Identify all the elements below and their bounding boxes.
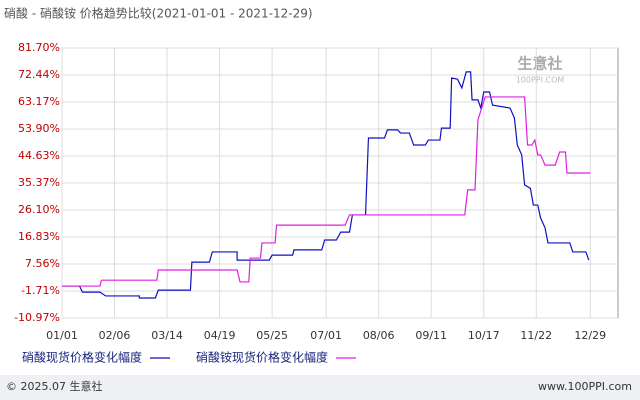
x-tick-label: 10/17 [468, 329, 500, 342]
chart-title: 硝酸 - 硝酸铵 价格趋势比较(2021-01-01 - 2021-12-29) [4, 6, 313, 21]
y-tick-label: -10.97% [14, 311, 60, 324]
x-tick-label: 05/25 [256, 329, 288, 342]
x-tick-label: 08/06 [363, 329, 395, 342]
y-tick-label: 44.63% [18, 149, 60, 162]
x-tick-label: 07/01 [310, 329, 342, 342]
y-tick-label: 16.83% [18, 230, 60, 243]
series-line [62, 96, 591, 287]
x-tick-label: 01/01 [46, 329, 78, 342]
legend-label: 硝酸铵现货价格变化幅度 [196, 350, 328, 365]
x-tick-label: 12/29 [574, 329, 606, 342]
y-tick-label: 63.17% [18, 95, 60, 108]
series-line [62, 71, 590, 299]
x-tick-label: 02/06 [99, 329, 131, 342]
y-tick-label: 81.70% [18, 41, 60, 54]
watermark: 生意社 [517, 55, 562, 73]
footer-left: © 2025.07 生意社 [6, 379, 102, 393]
x-tick-label: 09/11 [415, 329, 447, 342]
x-tick-label: 11/22 [520, 329, 552, 342]
y-tick-label: 26.10% [18, 203, 60, 216]
y-tick-label: 53.90% [18, 122, 60, 135]
y-tick-label: 72.44% [18, 68, 60, 81]
x-tick-label: 03/14 [151, 329, 183, 342]
footer-bar [0, 375, 640, 400]
y-tick-label: 7.56% [25, 257, 60, 270]
watermark-sub: 100PPI.COM [516, 76, 565, 85]
y-tick-label: -1.71% [21, 284, 60, 297]
legend-label: 硝酸现货价格变化幅度 [22, 350, 142, 365]
footer-right: www.100PPI.com [538, 380, 632, 393]
y-tick-label: 35.37% [18, 176, 60, 189]
x-tick-label: 04/19 [204, 329, 236, 342]
